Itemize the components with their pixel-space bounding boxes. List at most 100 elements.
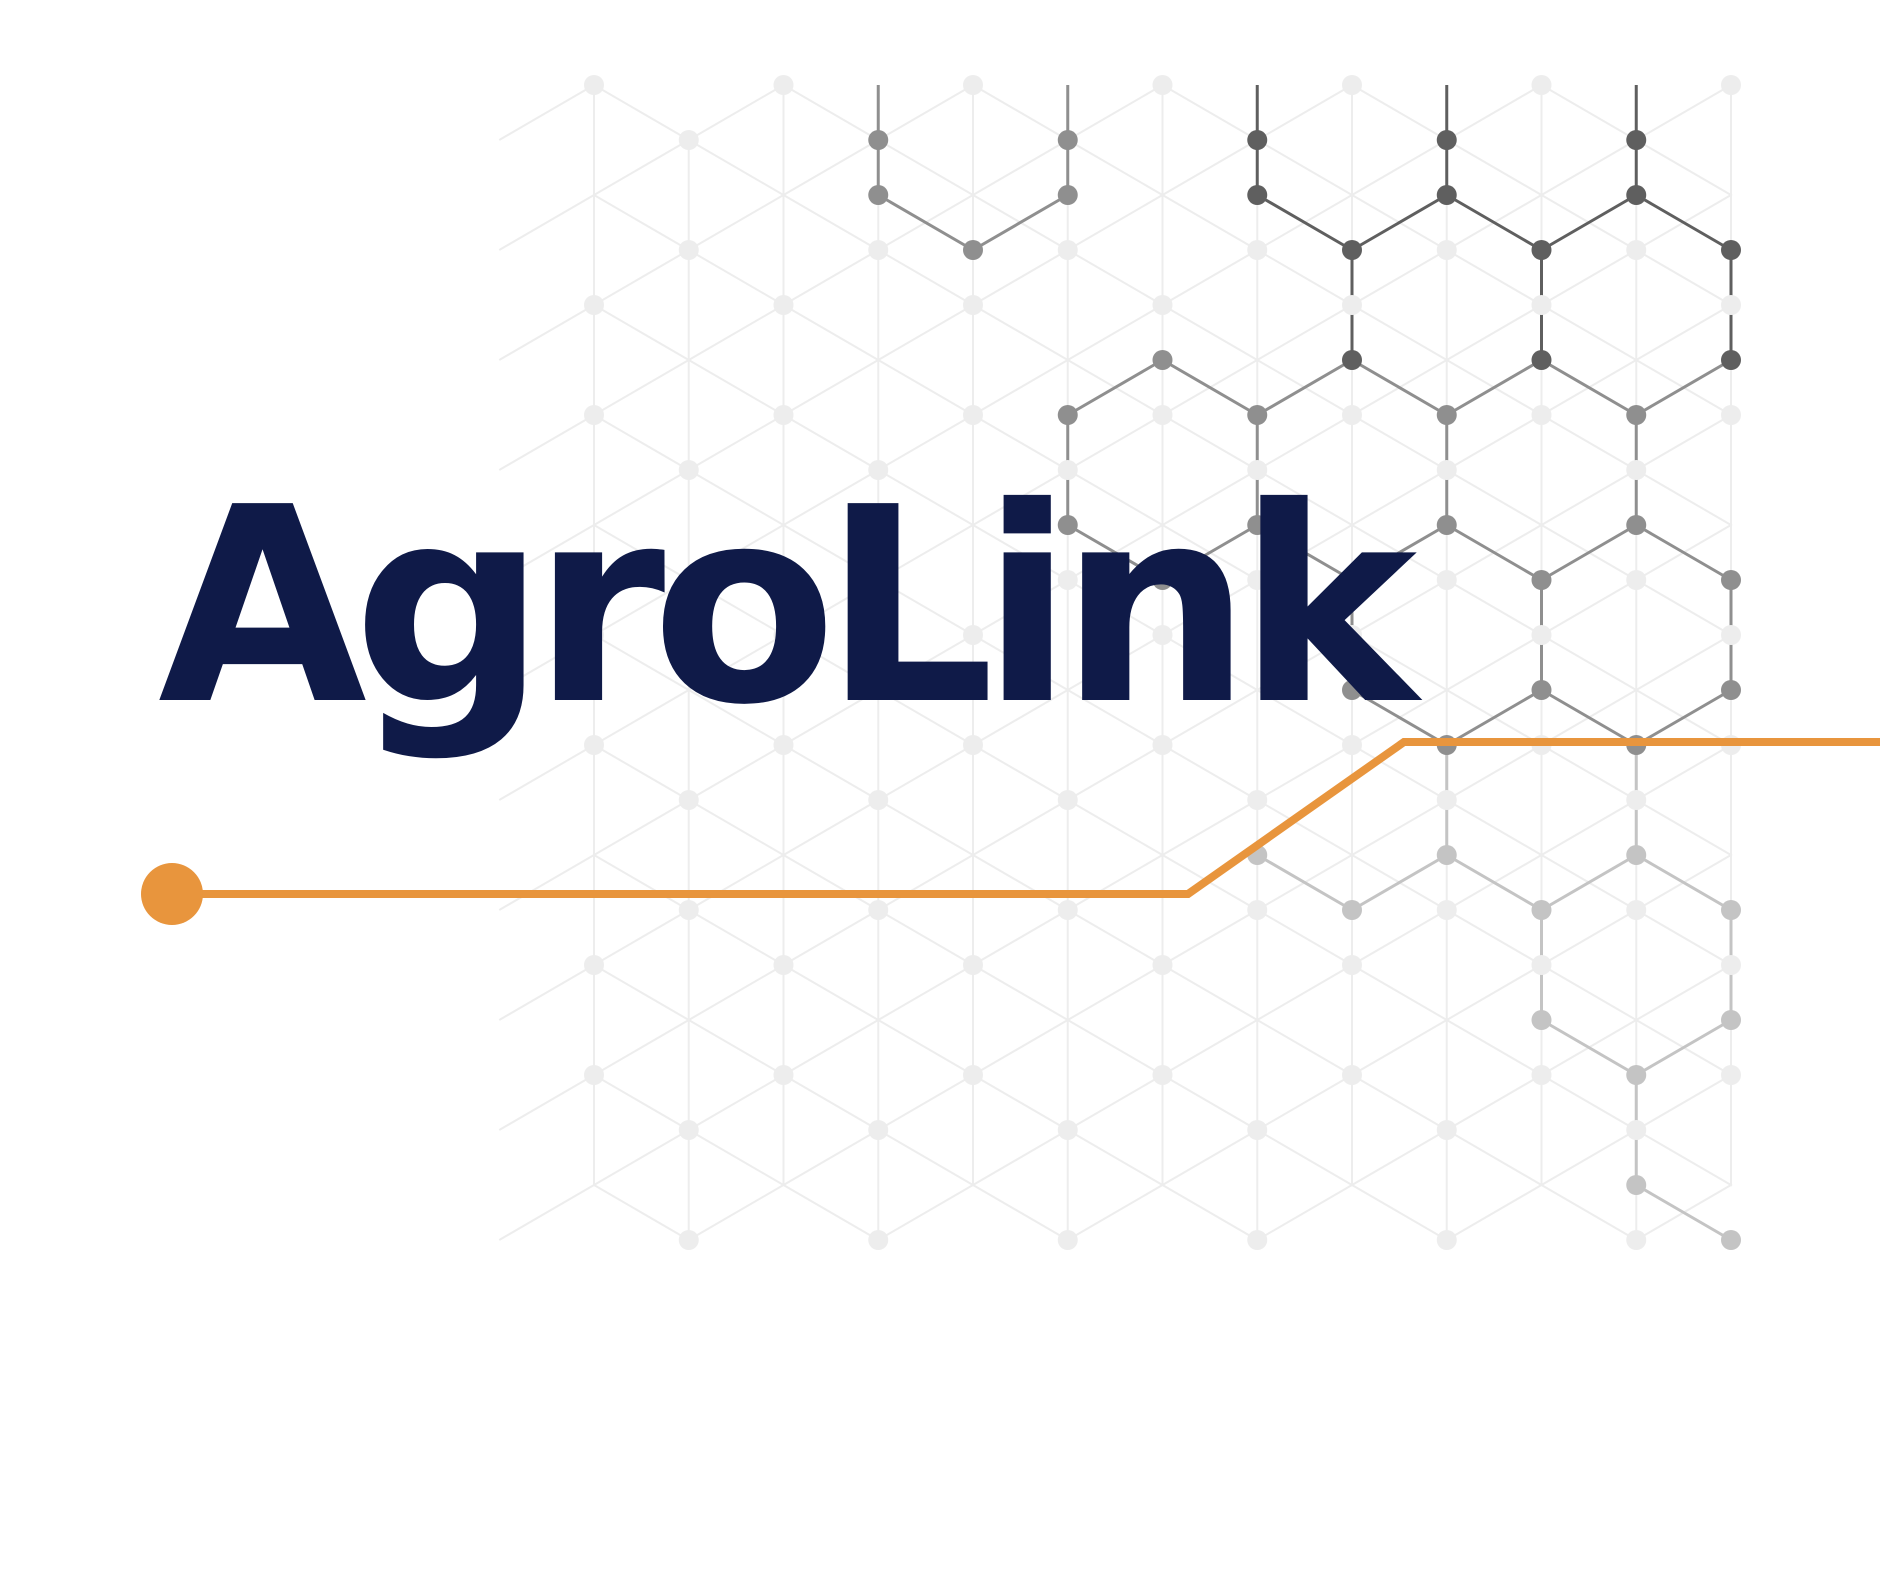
network-edge-faint (877, 304, 974, 361)
network-edge (1256, 358, 1353, 417)
network-edge-faint (1351, 909, 1448, 966)
network-edge-faint (877, 1184, 974, 1241)
network-edge-faint (593, 634, 690, 691)
network-edge (1256, 193, 1353, 252)
network-node-faint (1057, 1230, 1078, 1250)
network-edge-faint (1635, 249, 1732, 306)
network-edge-faint (593, 964, 690, 1021)
network-edge-faint (972, 469, 1069, 526)
network-node (1436, 405, 1457, 425)
network-edge-faint (1161, 469, 1258, 526)
network-edge-faint (1067, 964, 1164, 1021)
network-edge-faint (1540, 634, 1637, 691)
network-node-faint (963, 955, 983, 975)
network-edge-faint (1540, 744, 1637, 801)
network-node-faint (1057, 900, 1078, 920)
network-edge (1540, 193, 1638, 252)
network-node-faint (1057, 570, 1078, 590)
network-edge-faint (593, 689, 690, 746)
network-edge-faint (1256, 1019, 1353, 1076)
network-edge-faint (1635, 634, 1732, 691)
network-node-faint (1247, 460, 1268, 480)
network-node (1626, 185, 1647, 205)
network-node-faint (1057, 240, 1078, 260)
network-edge-faint (877, 139, 974, 196)
network-edge-faint (1446, 414, 1543, 471)
network-edge-faint (1446, 964, 1543, 1021)
network-edge-faint (593, 359, 690, 416)
network-edge-faint (1067, 304, 1164, 361)
network-edge-faint (1635, 799, 1732, 856)
network-edge (1540, 358, 1638, 417)
network-edge-faint (1256, 469, 1353, 526)
network-edge-faint (972, 799, 1069, 856)
network-edge-faint (498, 854, 595, 911)
network-edge-faint (1351, 634, 1448, 691)
network-node-faint (678, 1120, 699, 1140)
network-edge-faint (1351, 249, 1448, 306)
network-edge-faint (1256, 579, 1353, 636)
network-edge (1540, 688, 1638, 747)
network-edge (1256, 853, 1353, 912)
network-edge-faint (1161, 1184, 1258, 1241)
brand-wordmark: AgroLink (158, 449, 1417, 764)
network-node-faint (868, 1230, 889, 1250)
network-node (1626, 515, 1647, 535)
network-edge (1635, 193, 1732, 252)
network-node-faint (678, 790, 699, 810)
network-node-faint (868, 1120, 889, 1140)
network-node-faint (678, 240, 699, 260)
network-edge (1635, 523, 1732, 582)
network-node-faint (584, 735, 604, 755)
network-edge-faint (877, 964, 974, 1021)
network-edge-faint (782, 194, 879, 251)
network-edge-faint (1351, 964, 1448, 1021)
network-edge (1066, 358, 1164, 417)
network-edge-faint (688, 139, 785, 196)
network-edge-faint (1161, 634, 1258, 691)
network-nodes (584, 75, 1741, 1250)
network-edge-faint (1446, 139, 1543, 196)
network-node-faint (773, 955, 794, 975)
network-node (1721, 680, 1741, 700)
network-edge (1351, 853, 1448, 912)
network-edge-faint (688, 1019, 785, 1076)
network-node-faint (1152, 405, 1173, 425)
network-edge-faint (688, 304, 785, 361)
network-edge-faint (1256, 1074, 1353, 1131)
network-edge-faint (1256, 799, 1353, 856)
network-edge-faint (782, 249, 879, 306)
network-edge-faint (782, 689, 879, 746)
network-node (1342, 900, 1362, 920)
network-edge-faint (593, 744, 690, 801)
network-edge-faint (593, 1074, 690, 1131)
network-node-faint (1531, 625, 1552, 645)
network-edge-faint (498, 194, 595, 251)
network-edge-faint (1256, 1184, 1353, 1241)
network-edge-faint (1161, 194, 1258, 251)
network-edge (1256, 523, 1353, 582)
network-node-faint (1626, 900, 1647, 920)
network-edge-faint (498, 744, 595, 801)
network-node (1721, 1010, 1741, 1030)
network-node (1436, 185, 1457, 205)
network-edge (1351, 358, 1448, 417)
network-edge-faint (1540, 799, 1637, 856)
network-edge-faint (498, 524, 595, 581)
network-edge-faint (688, 84, 785, 141)
network-node-faint (1626, 1120, 1647, 1140)
network-node-faint (584, 75, 604, 95)
network-node-faint (773, 75, 794, 95)
network-edge-faint (1161, 744, 1258, 801)
network-edge-faint (1067, 1129, 1164, 1186)
network-edge-faint (1446, 909, 1543, 966)
network-edge-faint (972, 249, 1069, 306)
network-node-faint (868, 240, 889, 260)
network-edge (1445, 688, 1543, 747)
network-edge (1161, 358, 1259, 417)
network-edge-faint (1351, 304, 1448, 361)
network-edge-faint (1067, 689, 1164, 746)
network-edge (1635, 688, 1732, 747)
network-edge-faint (1540, 249, 1637, 306)
network-edge-faint (1446, 304, 1543, 361)
